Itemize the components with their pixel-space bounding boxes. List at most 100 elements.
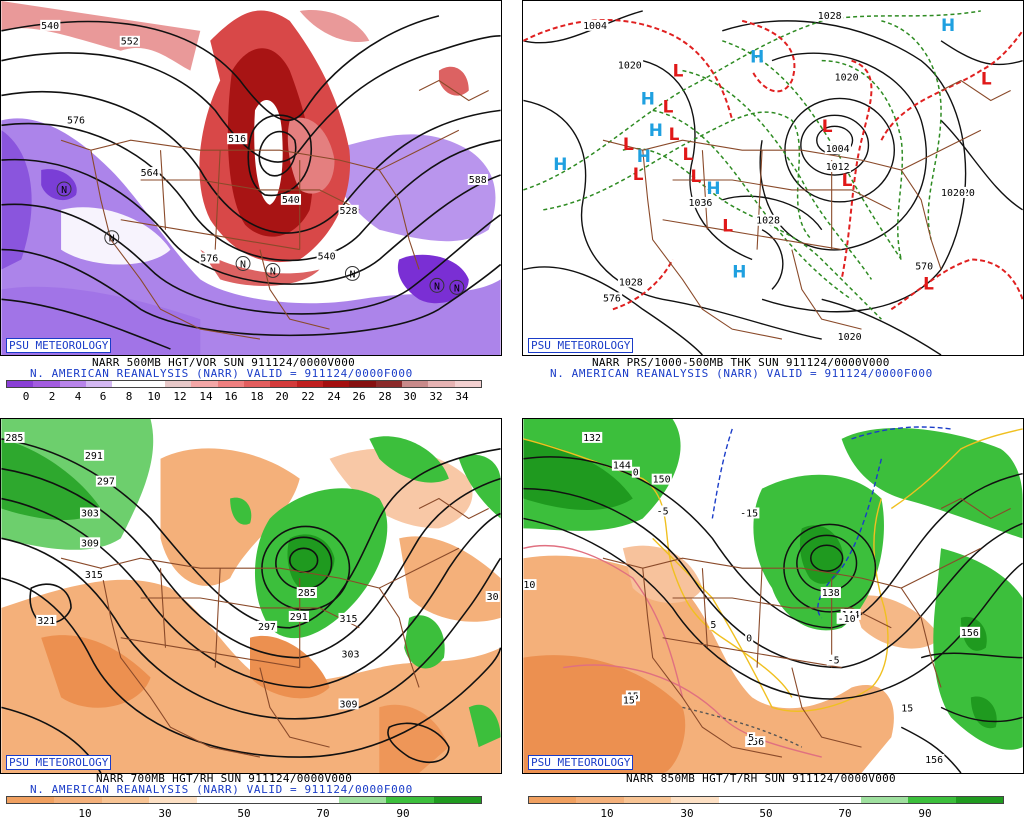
colorbar-swatch xyxy=(138,381,165,387)
colorbar-swatch xyxy=(296,381,323,387)
contour-label-background xyxy=(959,626,981,638)
rh-colorbar-ticks: 10 30 50 70 90 xyxy=(6,807,482,820)
colorbar-swatch xyxy=(112,381,139,387)
colorbar-swatch xyxy=(766,797,814,803)
contour-label-background xyxy=(4,431,25,443)
colorbar-swatch xyxy=(375,381,402,387)
contour-label-background xyxy=(836,612,857,624)
colorbar-swatch xyxy=(270,381,297,387)
contour-label-background xyxy=(824,161,851,173)
colorbar-swatch xyxy=(149,797,197,803)
contour-label-background xyxy=(280,193,302,205)
minimum-marker: N xyxy=(61,185,67,196)
chart-caption-line1: NARR PRS/1000-500MB THK SUN 911124/0000V… xyxy=(592,356,890,369)
colorbar-swatch xyxy=(908,797,956,803)
vorticity-map: 540 552 576 564 516 588 540 528 576 540 N N N N N N N xyxy=(0,0,502,356)
contour-label: 5 xyxy=(710,620,716,631)
contour-label: 1036 xyxy=(688,198,712,209)
contour-label: 1028 xyxy=(756,216,780,227)
colorbar-swatch xyxy=(244,797,292,803)
colorbar-tick-label: 30 xyxy=(680,807,694,820)
colorbar-swatch xyxy=(813,797,861,803)
contour-label-background xyxy=(687,196,714,208)
psu-meteorology-badge: PSU METEOROLOGY xyxy=(6,338,112,353)
contour-label-background xyxy=(601,292,623,304)
contour-label-background xyxy=(338,612,359,624)
contour-label: 1020 xyxy=(618,61,642,72)
contour-label: 1020 xyxy=(835,73,859,84)
contour-label-background xyxy=(119,35,140,47)
contour-label-background xyxy=(824,143,851,155)
contour-label-background xyxy=(288,610,309,622)
chart-caption-line1: NARR 500MB HGT/VOR SUN 911124/0000V000 xyxy=(92,356,356,369)
contour-label-background xyxy=(739,507,760,519)
contour-label-background xyxy=(611,459,633,471)
colorbar-swatch xyxy=(217,381,244,387)
colorbar-swatch xyxy=(54,797,102,803)
colorbar-tick-label: 10 xyxy=(600,807,614,820)
contour-label: 516 xyxy=(228,134,246,145)
contour-label-background xyxy=(582,431,603,443)
contour-label-background xyxy=(940,186,967,198)
contour-label: 1004 xyxy=(826,144,850,155)
colorbar-swatch xyxy=(85,381,113,387)
contour-label: 297 xyxy=(258,622,276,633)
colorbar-swatch xyxy=(349,381,376,387)
contour-label: 15 xyxy=(901,703,913,714)
low-pressure-marker: L xyxy=(822,116,833,136)
colorbar-swatch xyxy=(623,797,672,803)
contour-label-background xyxy=(747,732,756,744)
contour-label-background xyxy=(755,214,782,226)
contour-label: 309 xyxy=(81,538,99,549)
colorbar-swatch xyxy=(671,797,719,803)
minimum-marker-ring xyxy=(449,279,465,295)
minimum-marker-ring xyxy=(344,266,360,281)
colorbar-tick-label: 20 xyxy=(275,390,289,403)
minimum-marker-ring xyxy=(429,277,445,293)
contour-label: 303 xyxy=(81,508,99,519)
minimum-marker: N xyxy=(240,259,246,270)
contour-label: 285 xyxy=(5,433,23,444)
contour-label-background xyxy=(826,654,841,666)
colorbar-swatch xyxy=(955,797,1004,803)
minimum-marker: N xyxy=(434,281,440,292)
contour-label-background xyxy=(95,475,117,487)
contour-label: 291 xyxy=(290,612,308,623)
colorbar-tick-label: 4 xyxy=(74,390,82,403)
colorbar-tick-label: 32 xyxy=(429,390,443,403)
chart-caption-line2: N. AMERICAN REANALYSIS (NARR) VALID = 91… xyxy=(550,367,933,380)
contour-label: 1012 xyxy=(826,162,850,173)
contour-label: 1028 xyxy=(619,277,643,288)
contour-label-background xyxy=(296,587,317,598)
contour-label-background xyxy=(40,19,61,31)
low-pressure-marker: L xyxy=(923,273,934,293)
contour-label: 528 xyxy=(339,206,357,217)
contour-label-background xyxy=(833,71,860,83)
low-pressure-marker: L xyxy=(683,144,694,164)
colorbar-swatch xyxy=(243,381,271,387)
contour-label: 315 xyxy=(339,614,357,625)
contour-label-background xyxy=(617,276,645,288)
colorbar-tick-label: 2 xyxy=(48,390,56,403)
contour-label-background xyxy=(745,632,754,644)
low-pressure-marker: L xyxy=(722,216,733,236)
high-pressure-marker: H xyxy=(641,88,655,108)
colorbar-tick-label: 22 xyxy=(301,390,315,403)
minimum-marker: N xyxy=(454,283,460,294)
contour-label: 570 xyxy=(915,261,933,272)
colorbar-tick-label: 18 xyxy=(250,390,264,403)
contour-label-background xyxy=(816,9,844,21)
contour-label-background xyxy=(485,591,500,602)
colorbar-swatch xyxy=(191,381,218,387)
colorbar-tick-label: 12 xyxy=(173,390,187,403)
contour-label-background xyxy=(139,167,160,178)
contour-label-background xyxy=(338,698,359,710)
contour-label-background xyxy=(631,466,640,478)
contour-label-background xyxy=(79,507,101,519)
contour-label: 30 xyxy=(487,592,499,603)
high-pressure-marker: H xyxy=(553,154,567,174)
contour-label: -5 xyxy=(657,506,669,517)
colorbar-swatch xyxy=(291,797,339,803)
